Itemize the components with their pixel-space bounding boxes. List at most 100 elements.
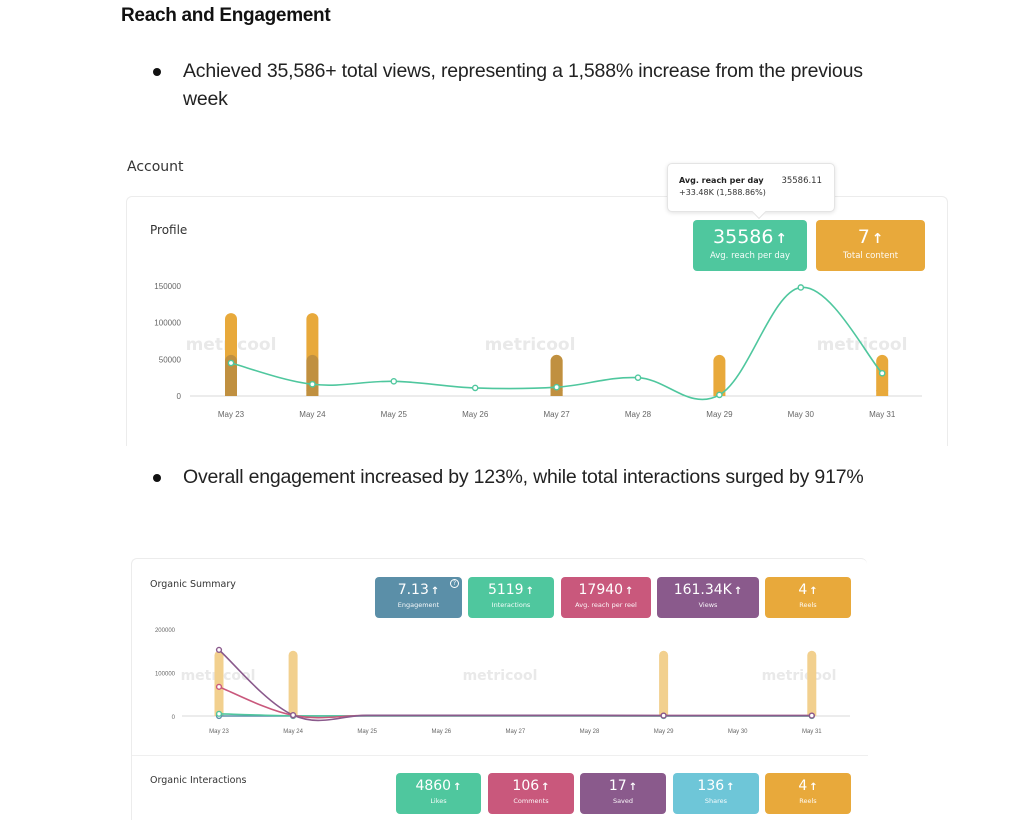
kpi-reels[interactable]: 4 ↑ Reels [765,773,851,814]
kpi-likes[interactable]: 4860 ↑ Likes [396,773,481,814]
kpi-label: Engagement [397,601,440,609]
kpi-value: 106 [512,778,540,794]
watermark-text: metricool [463,668,538,684]
kpi-label: Likes [430,797,447,805]
bar-base [225,390,237,396]
x-tick-label: May 30 [728,729,748,735]
bar-total-content-overlay- [225,354,237,396]
trend-up-icon: ↑ [525,586,535,597]
trend-up-icon: ↑ [541,782,550,793]
data-point [390,378,398,385]
x-tick-label: May 23 [209,729,229,735]
kpi-label: Interactions [491,601,531,609]
chart-tooltip: Avg. reach per day 35586.11 +33.48K (1,5… [667,163,835,220]
data-point [215,710,223,717]
profile-card: Profile [126,196,948,446]
bar-reels [214,650,224,716]
trend-up-icon: ↑ [453,782,462,793]
data-point [471,384,479,392]
y-tick-label: 0 [177,392,182,401]
bar-reels [659,650,669,716]
data-point [227,359,235,367]
x-tick-label: May 24 [283,729,303,735]
data-point [290,712,297,719]
y-tick-label: 0 [172,715,176,721]
help-icon[interactable]: ? [450,579,459,588]
kpi-saved[interactable]: 17 ↑ Saved [580,773,666,814]
y-tick-label: 50000 [159,355,182,364]
bar-total-content-overlay- [550,354,563,396]
watermark-text: metricool [762,668,837,684]
kpi-value: 4 [798,582,808,598]
line-views [218,649,812,722]
kpi-interactions[interactable]: 5119 ↑ Interactions [468,577,554,618]
trend-up-icon: ↑ [726,782,735,793]
data-point [716,391,723,399]
data-point [553,383,560,391]
line-avg-reach-per-day [230,286,883,401]
x-tick-label: May 29 [654,729,674,735]
trend-up-icon: ↑ [871,231,884,247]
x-tick-label: May 23 [218,410,245,419]
kpi-shares[interactable]: 136 ↑ Shares [673,773,759,814]
kpi-avg-reach-per-day[interactable]: 35586 ↑ Avg. reach per day [693,220,807,271]
kpi-label: Reels [799,601,817,609]
y-tick-label: 100000 [155,672,176,678]
kpi-avg-reach-per-reel[interactable]: 17940 ↑ Avg. reach per reel [561,577,651,618]
trend-up-icon: ↑ [430,586,440,597]
x-tick-label: May 31 [802,729,822,735]
x-tick-label: May 27 [506,729,526,735]
kpi-value: 161.34K [673,582,732,598]
data-point [808,712,815,719]
x-tick-label: May 28 [580,729,600,735]
kpi-comments[interactable]: 106 ↑ Comments [488,773,574,814]
kpi-label: Views [698,601,718,609]
kpi-value: 35586 [713,226,774,248]
bar-base [876,390,889,396]
data-point [797,284,805,291]
trend-up-icon: ↑ [775,231,787,247]
kpi-value: 4 [798,778,808,794]
kpi-engagement[interactable]: 7.13 ↑ Engagement? [375,577,462,618]
bullet-dot-icon [153,68,161,76]
kpi-value: 7.13 [397,582,429,598]
bar-total-content [713,354,726,396]
trend-up-icon: ↑ [628,782,638,793]
x-tick-label: May 29 [706,410,733,419]
kpi-label: Total content [842,251,899,261]
x-tick-label: May 26 [462,410,489,419]
tooltip-value: 35586.11 [781,176,822,186]
organic-summary-title: Organic Summary [150,579,236,590]
trend-up-icon: ↑ [733,586,743,597]
kpi-label: Avg. reach per day [709,251,791,261]
data-point [215,646,223,653]
kpi-views[interactable]: 161.34K ↑ Views [657,577,759,618]
kpi-total-content[interactable]: 7 ↑ Total content [816,220,925,271]
data-point [309,380,316,388]
bar-reels [288,650,298,716]
bullet-item: Achieved 35,586+ total views, representi… [153,57,873,113]
kpi-value: 5119 [487,582,524,598]
trend-up-icon: ↑ [625,586,634,597]
kpi-reels[interactable]: 4 ↑ Reels [765,577,851,618]
kpi-label: Comments [513,797,549,805]
account-label: Account [127,159,184,175]
y-tick-label: 150000 [154,282,181,291]
bar-base [550,390,563,396]
data-point [878,369,886,377]
kpi-label: Avg. reach per reel [575,601,637,609]
bullet-dot-icon [153,474,161,482]
data-point [215,683,223,690]
y-tick-label: 100000 [154,319,181,328]
data-point [660,712,667,719]
section-heading: Reach and Engagement [121,5,331,26]
tooltip-delta: +33.48K (1,588.86%) [679,188,766,197]
bullet-item: Overall engagement increased by 123%, wh… [153,463,873,491]
x-tick-label: May 30 [788,410,815,419]
y-tick-label: 200000 [155,628,176,634]
bar-total-content-overlay- [306,354,319,396]
bullet-text: Achieved 35,586+ total views, representi… [183,60,863,110]
kpi-value: 7 [857,226,870,248]
